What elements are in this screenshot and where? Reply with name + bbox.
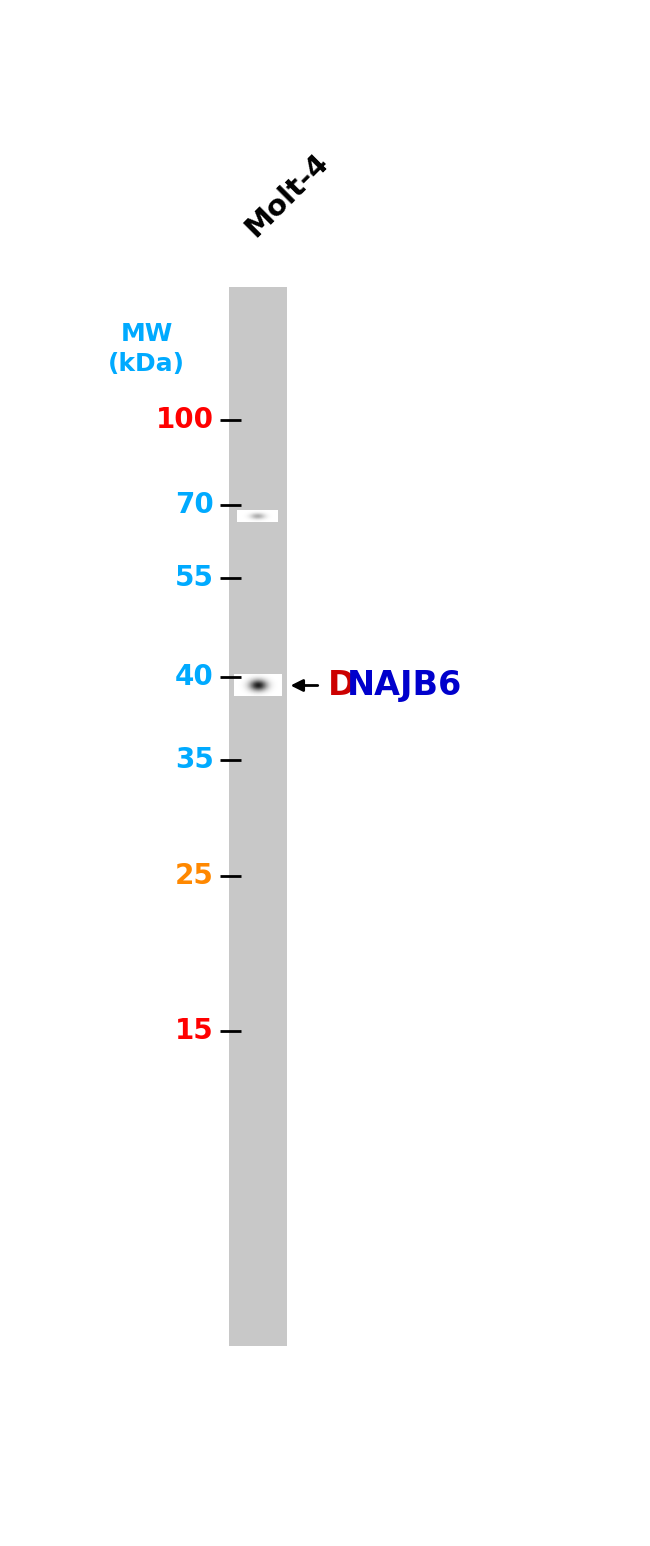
Text: Molt-4: Molt-4 [240, 148, 335, 243]
Text: MW
(kDa): MW (kDa) [109, 323, 185, 376]
Text: 70: 70 [175, 490, 214, 518]
Text: 55: 55 [175, 564, 214, 592]
Text: 40: 40 [175, 663, 214, 691]
Text: 25: 25 [175, 863, 214, 890]
Text: 100: 100 [156, 407, 214, 434]
Text: 15: 15 [175, 1017, 214, 1045]
Text: D: D [328, 669, 356, 702]
Bar [229, 286, 287, 1347]
Text: 35: 35 [175, 747, 214, 775]
Text: NAJB6: NAJB6 [347, 669, 463, 702]
